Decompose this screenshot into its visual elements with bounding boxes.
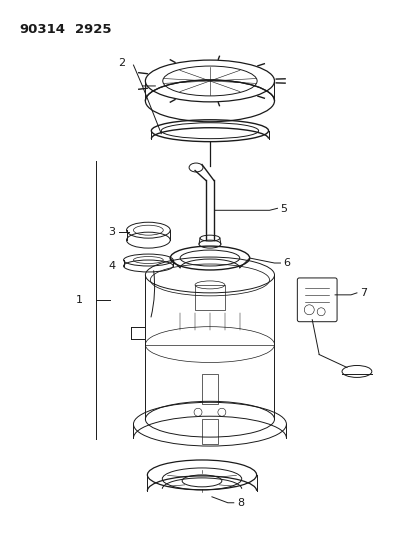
Text: 1: 1	[76, 295, 83, 305]
Text: 4: 4	[108, 261, 116, 271]
Text: 7: 7	[360, 288, 367, 298]
Text: 6: 6	[284, 258, 290, 268]
Bar	[202, 375, 218, 404]
Text: 3: 3	[109, 227, 116, 237]
Text: 2: 2	[118, 58, 126, 68]
Text: 5: 5	[280, 204, 288, 214]
Text: 8: 8	[237, 498, 244, 508]
Bar	[195, 285, 225, 310]
Text: 90314: 90314	[19, 23, 65, 36]
Bar	[202, 419, 218, 444]
Text: 2925: 2925	[75, 23, 112, 36]
